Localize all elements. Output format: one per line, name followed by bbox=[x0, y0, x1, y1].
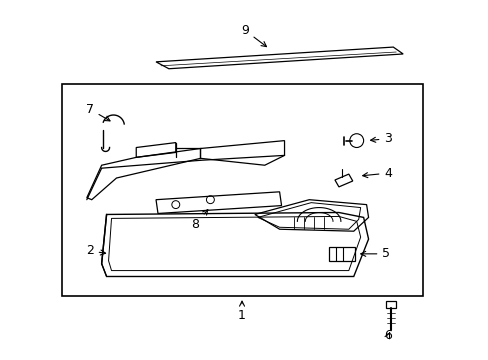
Bar bbox=[386, 301, 395, 308]
Text: 7: 7 bbox=[85, 103, 110, 121]
Text: 6: 6 bbox=[384, 329, 391, 342]
Text: 2: 2 bbox=[86, 244, 105, 257]
Text: 3: 3 bbox=[370, 132, 391, 145]
Text: 4: 4 bbox=[362, 167, 391, 180]
Text: 5: 5 bbox=[360, 247, 389, 260]
Text: 8: 8 bbox=[191, 210, 207, 231]
Bar bbox=[62, 85, 422, 296]
Text: 1: 1 bbox=[238, 301, 245, 322]
Text: 9: 9 bbox=[241, 24, 266, 47]
